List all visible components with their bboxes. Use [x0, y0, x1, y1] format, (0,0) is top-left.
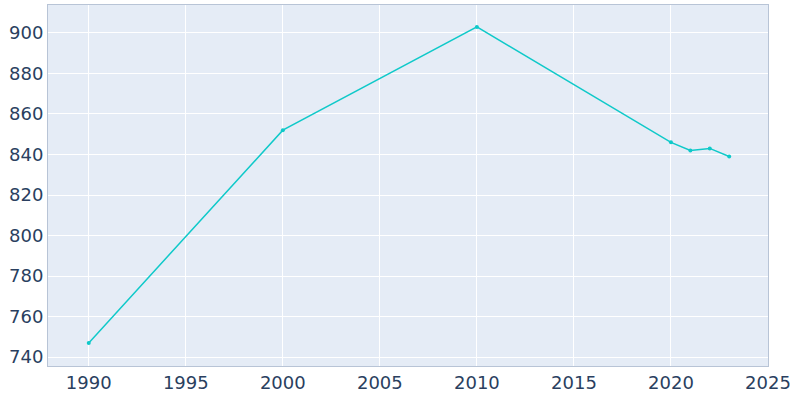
svg-text:780: 780: [9, 265, 43, 286]
svg-text:2000: 2000: [260, 372, 306, 393]
svg-text:2025: 2025: [745, 372, 791, 393]
svg-text:840: 840: [9, 144, 43, 165]
svg-text:900: 900: [9, 22, 43, 43]
svg-text:2015: 2015: [551, 372, 597, 393]
svg-text:1990: 1990: [66, 372, 112, 393]
svg-text:740: 740: [9, 346, 43, 367]
svg-text:880: 880: [9, 63, 43, 84]
svg-text:2010: 2010: [454, 372, 500, 393]
svg-text:2005: 2005: [357, 372, 403, 393]
svg-text:760: 760: [9, 306, 43, 327]
svg-text:2020: 2020: [648, 372, 694, 393]
svg-text:820: 820: [9, 184, 43, 205]
svg-text:860: 860: [9, 103, 43, 124]
svg-text:1995: 1995: [163, 372, 209, 393]
svg-text:800: 800: [9, 225, 43, 246]
